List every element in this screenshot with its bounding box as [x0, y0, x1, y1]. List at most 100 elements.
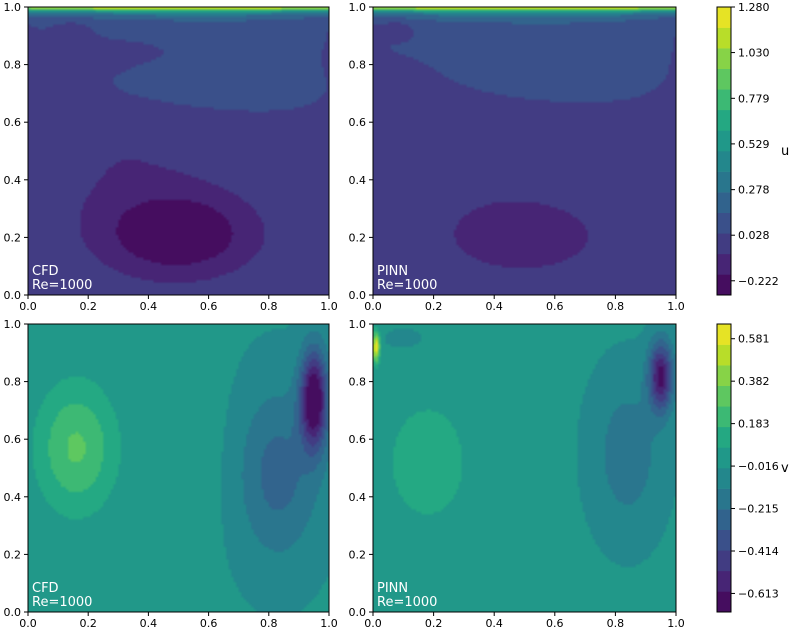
- y-tick-label: 0.0: [4, 289, 22, 302]
- x-tick-label: 0.4: [485, 300, 503, 313]
- colorbar-tick-label: 0.382: [738, 375, 770, 388]
- colorbar-segment: [717, 324, 731, 345]
- colorbar-tick-label: 1.030: [738, 47, 770, 60]
- colorbar-tick-label: 0.529: [738, 138, 770, 151]
- colorbar-tick-label: 1.280: [738, 1, 770, 14]
- panel-annotation: PINN: [377, 264, 408, 279]
- contour-field-v-cfd: [28, 324, 329, 612]
- y-tick-label: 0.6: [349, 433, 367, 446]
- panel-annotation: CFD: [32, 264, 59, 279]
- colorbar-segment: [717, 509, 731, 531]
- panel-annotation: Re=1000: [377, 595, 437, 610]
- y-tick-label: 0.2: [4, 548, 22, 561]
- x-tick-label: 0.6: [200, 617, 218, 630]
- colorbar-segment: [717, 109, 731, 131]
- x-tick-label: 0.0: [364, 300, 382, 313]
- x-tick-label: 0.8: [260, 617, 278, 630]
- panel-annotation: Re=1000: [32, 595, 92, 610]
- y-tick-label: 0.0: [4, 606, 22, 619]
- panel-annotation: PINN: [377, 581, 408, 596]
- colorbar-segment: [717, 385, 731, 407]
- x-tick-label: 0.6: [546, 617, 564, 630]
- y-tick-label: 0.4: [349, 174, 367, 187]
- y-tick-label: 0.8: [4, 59, 22, 72]
- x-tick-label: 0.4: [140, 617, 158, 630]
- y-tick-label: 0.2: [349, 548, 367, 561]
- colorbar-segment: [717, 529, 731, 551]
- y-tick-label: 0.6: [4, 116, 22, 129]
- y-tick-label: 0.0: [349, 289, 367, 302]
- x-tick-label: 0.6: [546, 300, 564, 313]
- x-tick-label: 0.8: [607, 300, 625, 313]
- colorbar-tick-label: 0.028: [738, 229, 770, 242]
- panel-annotation: Re=1000: [377, 278, 437, 293]
- x-tick-label: 0.8: [607, 617, 625, 630]
- colorbar-segment: [717, 68, 731, 90]
- colorbar-segment: [717, 468, 731, 489]
- y-tick-label: 0.4: [4, 491, 22, 504]
- x-tick-label: 0.0: [19, 617, 37, 630]
- colorbar-frame-v: [716, 323, 732, 613]
- colorbar-segment: [717, 27, 731, 49]
- contour-field-u-pinn: [373, 7, 676, 295]
- colorbar-segment: [717, 212, 731, 234]
- x-tick-label: 0.2: [425, 300, 443, 313]
- x-tick-label: 0.4: [140, 300, 158, 313]
- panel-annotation: Re=1000: [32, 278, 92, 293]
- colorbar-tick-label: 0.779: [738, 92, 770, 105]
- plot-frame-u-cfd: [27, 6, 330, 296]
- colorbar-segment: [717, 171, 731, 193]
- y-tick-label: 0.8: [349, 59, 367, 72]
- colorbar-tick-label: 0.581: [738, 333, 770, 346]
- colorbar-label-v: v: [781, 461, 789, 476]
- y-tick-label: 1.0: [349, 318, 367, 331]
- y-tick-label: 0.8: [349, 376, 367, 389]
- x-tick-label: 1.0: [667, 617, 685, 630]
- colorbar-segment: [717, 89, 731, 111]
- x-tick-label: 0.2: [79, 300, 97, 313]
- colorbar-tick-label: 0.183: [738, 418, 770, 431]
- colorbar-tick-label: −0.215: [738, 503, 779, 516]
- contour-field-v-pinn: [373, 324, 676, 612]
- colorbar-segment: [717, 365, 731, 387]
- colorbar-segment: [717, 406, 731, 428]
- colorbar-label-u: u: [781, 144, 789, 159]
- colorbar-tick-label: 0.278: [738, 184, 770, 197]
- colorbar-segment: [717, 488, 731, 510]
- y-tick-label: 0.4: [4, 174, 22, 187]
- x-tick-label: 1.0: [320, 300, 338, 313]
- colorbar-segment: [717, 344, 731, 366]
- y-tick-label: 1.0: [4, 1, 22, 14]
- colorbar-segment: [717, 274, 731, 296]
- y-tick-label: 0.6: [349, 116, 367, 129]
- x-tick-label: 0.4: [485, 617, 503, 630]
- x-tick-label: 1.0: [320, 617, 338, 630]
- colorbar-segment: [717, 426, 731, 448]
- x-tick-label: 0.2: [425, 617, 443, 630]
- colorbar-segment: [717, 253, 731, 275]
- x-tick-label: 0.0: [364, 617, 382, 630]
- colorbar-segment: [717, 447, 731, 469]
- y-tick-label: 0.6: [4, 433, 22, 446]
- x-tick-label: 0.8: [260, 300, 278, 313]
- y-tick-label: 1.0: [349, 1, 367, 14]
- y-tick-label: 0.0: [349, 606, 367, 619]
- x-tick-label: 0.2: [79, 617, 97, 630]
- colorbar-frame-u: [716, 6, 732, 296]
- colorbar-segment: [717, 151, 731, 172]
- y-tick-label: 1.0: [4, 318, 22, 331]
- contour-field-u-cfd: [28, 7, 329, 295]
- x-tick-label: 0.0: [19, 300, 37, 313]
- x-tick-label: 0.6: [200, 300, 218, 313]
- plot-frame-v-cfd: [27, 323, 330, 613]
- x-tick-label: 1.0: [667, 300, 685, 313]
- y-tick-label: 0.4: [349, 491, 367, 504]
- plot-frame-u-pinn: [372, 6, 677, 296]
- colorbar-segment: [717, 48, 731, 70]
- colorbar-segment: [717, 7, 731, 28]
- colorbar-segment: [717, 192, 731, 214]
- colorbar-tick-label: −0.222: [738, 275, 779, 288]
- plot-frame-v-pinn: [372, 323, 677, 613]
- colorbar-segment: [717, 591, 731, 613]
